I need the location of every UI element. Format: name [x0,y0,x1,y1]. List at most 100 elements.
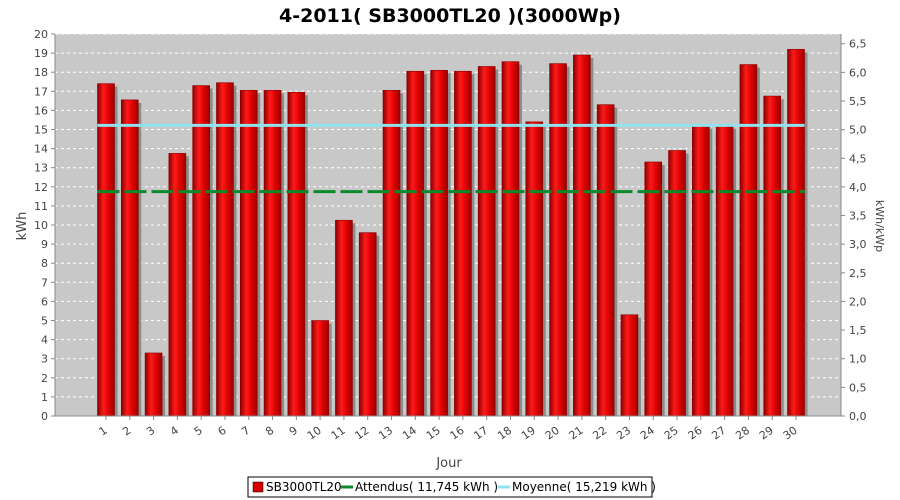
y2-tick-label: 3,0 [849,238,867,251]
x-tick-label: 24 [638,424,657,443]
chart-title: 4-2011( SB3000TL20 )(3000Wp) [279,5,621,27]
y-tick-label: 9 [41,238,48,251]
y-tick-label: 17 [34,85,48,98]
y-tick-label: 8 [41,257,48,270]
y-axis-label: kWh [15,212,30,241]
bar [120,99,139,417]
y-tick-label: 6 [41,295,48,308]
x-tick-label: 20 [543,424,562,443]
y2-tick-label: 3,5 [849,210,867,223]
bar [263,90,282,417]
y2-tick-label: 0,5 [849,381,867,394]
legend-label-series: SB3000TL20 [266,480,342,494]
y2-tick-label: 0,0 [849,410,867,423]
y-tick-label: 16 [34,104,48,117]
y2-tick-label: 4,5 [849,152,867,165]
y-tick-label: 1 [41,391,48,404]
bars [97,48,808,417]
x-tick-label: 26 [686,424,705,443]
y-tick-label: 3 [41,353,48,366]
y2-tick-label: 2,5 [849,267,867,280]
reference-lines [97,123,805,194]
x-tick-label: 21 [567,424,586,443]
bar [406,70,425,417]
legend-label-attendus: Attendus( 11,745 kWh ) [355,480,498,494]
bar [216,82,234,417]
x-tick-label: 28 [733,424,752,443]
x-tick-label: 8 [263,424,276,439]
y2-tick-label: 1,5 [849,324,867,337]
y-tick-label: 5 [41,315,48,328]
x-tick-label: 3 [144,424,157,439]
bar [739,64,758,417]
x-tick-label: 12 [353,424,372,443]
bar [97,83,115,417]
y-tick-label: 20 [34,28,48,41]
bar [763,95,782,417]
y-tick-label: 2 [41,372,48,385]
x-tick-label: 15 [424,424,443,443]
y2-tick-label: 1,0 [849,353,867,366]
bar [787,48,805,417]
y-tick-label: 0 [41,410,48,423]
x-tick-label: 10 [305,424,324,443]
bar [644,161,663,417]
x-tick-label: 29 [757,424,776,443]
bar [525,121,544,417]
x-tick-label: 22 [590,424,609,443]
y-tick-label: 18 [34,66,48,79]
x-tick-label: 16 [448,424,467,443]
x-tick-label: 6 [215,424,228,439]
x-tick-label: 5 [192,424,205,439]
x-tick-label: 11 [329,424,348,443]
y-tick-label: 7 [41,276,48,289]
y-tick-label: 19 [34,47,48,60]
x-tick-label: 14 [400,424,419,443]
bar [335,219,353,417]
x-axis: 1 2 3 4 5 6 7 8 9 10 11 12 13 14 15 16 17 18 19 20 21 22 23 24 2… [55,415,841,443]
y-tick-label: 13 [34,162,48,175]
x-tick-label: 30 [781,424,800,443]
y-axis-right: 0,0 0,5 1,0 1,5 2,0 2,5 3,0 3,5 4,0 4,5 5,0 5,5 6,0 6… [840,34,867,423]
x-tick-label: 13 [376,424,395,443]
bar [692,125,710,417]
bar [573,54,591,417]
y2-axis-label: kWh/kWp [873,200,886,252]
bar [358,232,377,417]
legend-box [247,476,653,498]
y-tick-label: 15 [34,124,48,137]
x-tick-label: 1 [97,424,110,439]
bar [192,85,210,417]
bar [501,61,520,417]
y-tick-label: 14 [34,143,48,156]
bar [239,90,258,417]
y2-tick-label: 2,0 [849,295,867,308]
bar [620,314,639,417]
legend-label-moyenne: Moyenne( 15,219 kWh ) [512,480,656,494]
x-tick-label: 2 [120,424,133,439]
y-tick-label: 11 [34,200,48,213]
bar [477,66,496,417]
bar [454,70,472,417]
x-tick-label: 19 [519,424,538,443]
y-tick-label: 12 [34,181,48,194]
bar [144,352,163,417]
y2-tick-label: 4,0 [849,181,867,194]
x-tick-label: 27 [709,424,728,443]
y-tick-label: 10 [34,219,48,232]
bar [311,320,329,417]
y-tick-label: 4 [41,334,48,347]
x-tick-label: 4 [168,424,181,439]
legend-swatch-bar [252,481,264,493]
bar [596,104,615,417]
y2-tick-label: 6,5 [849,38,867,51]
y2-tick-label: 5,0 [849,124,867,137]
x-axis-label: Jour [435,456,462,471]
x-tick-label: 7 [239,424,252,439]
bar [430,69,448,417]
bar [549,63,567,417]
x-tick-label: 25 [662,424,681,443]
